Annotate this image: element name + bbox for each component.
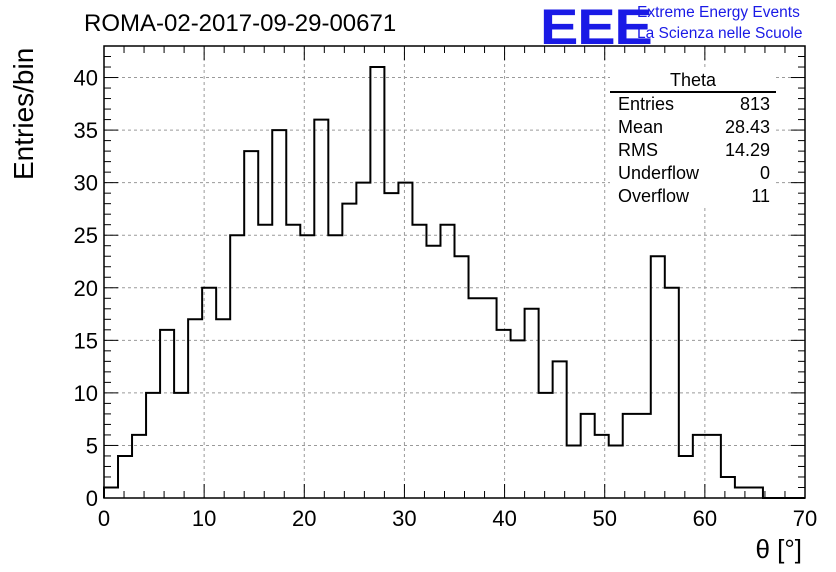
histogram-bin bbox=[230, 235, 244, 498]
stats-label: Mean bbox=[618, 117, 664, 137]
eee-logo: EEE bbox=[540, 0, 653, 55]
x-tick-label: 40 bbox=[492, 506, 516, 531]
x-tick-label: 70 bbox=[793, 506, 817, 531]
stats-label: Underflow bbox=[618, 163, 700, 183]
histogram-bin bbox=[244, 151, 258, 498]
stats-value: 14.29 bbox=[724, 140, 770, 160]
histogram-bin bbox=[721, 477, 735, 498]
histogram-bin bbox=[132, 435, 146, 498]
histogram-bin bbox=[581, 414, 595, 498]
histogram-bin bbox=[286, 225, 300, 498]
stats-value: 0 bbox=[759, 163, 770, 183]
histogram-bin bbox=[455, 256, 469, 498]
histogram-bin bbox=[637, 414, 651, 498]
histogram-bin bbox=[272, 130, 286, 498]
x-tick-label: 50 bbox=[592, 506, 616, 531]
stats-row-entries: Entries 813 bbox=[610, 93, 776, 116]
stats-title: Theta bbox=[610, 70, 776, 93]
histogram-bin bbox=[328, 235, 342, 498]
y-tick-label: 5 bbox=[86, 433, 98, 458]
histogram-outline bbox=[103, 66, 805, 499]
histogram-bin bbox=[300, 235, 314, 498]
histogram-bin bbox=[539, 393, 553, 498]
histogram-bin bbox=[511, 340, 525, 498]
y-axis-label: Entries/bin bbox=[8, 47, 39, 180]
histogram-bin bbox=[665, 288, 679, 498]
x-tick-label: 20 bbox=[292, 506, 316, 531]
stats-row-underflow: Underflow 0 bbox=[610, 162, 776, 185]
y-tick-label: 10 bbox=[74, 381, 98, 406]
histogram-bin bbox=[609, 445, 623, 498]
histogram-bin bbox=[160, 330, 174, 498]
x-tick-label: 10 bbox=[192, 506, 216, 531]
histogram-bin bbox=[735, 487, 749, 498]
histogram-bin bbox=[104, 487, 118, 498]
plot-frame bbox=[103, 45, 806, 499]
histogram-bin bbox=[384, 193, 398, 498]
stats-value: 28.43 bbox=[724, 117, 770, 137]
stats-label: Overflow bbox=[618, 186, 690, 206]
logo-line-2: La Scienza nelle Scuole bbox=[637, 25, 803, 42]
histogram-bin bbox=[595, 435, 609, 498]
histogram-bin bbox=[174, 393, 188, 498]
histogram-bin bbox=[202, 288, 216, 498]
histogram-bin bbox=[679, 456, 693, 498]
histogram-bin bbox=[188, 319, 202, 498]
stats-label: RMS bbox=[618, 140, 658, 160]
histogram-bin bbox=[440, 225, 454, 498]
histogram-bin bbox=[469, 298, 483, 498]
y-tick-label: 25 bbox=[74, 223, 98, 248]
histogram-bin bbox=[356, 183, 370, 498]
histogram-bin bbox=[651, 256, 665, 498]
histogram-bin bbox=[118, 456, 132, 498]
stats-value: 813 bbox=[739, 94, 770, 114]
histogram-bin bbox=[707, 435, 721, 498]
x-tick-label: 30 bbox=[392, 506, 416, 531]
stats-label: Entries bbox=[618, 94, 675, 114]
histogram-bin bbox=[146, 393, 160, 498]
histogram-bin bbox=[553, 361, 567, 498]
histogram-bin bbox=[342, 204, 356, 498]
y-tick-label: 15 bbox=[74, 328, 98, 353]
stats-row-overflow: Overflow 11 bbox=[610, 185, 776, 208]
y-tick-label: 30 bbox=[74, 171, 98, 196]
y-tick-label: 40 bbox=[74, 66, 98, 91]
chart-title: ROMA-02-2017-09-29-00671 bbox=[84, 10, 397, 37]
stats-row-mean: Mean 28.43 bbox=[610, 116, 776, 139]
stats-box: Theta Entries 813 Mean 28.43 RMS 14.29 U… bbox=[610, 70, 776, 208]
histogram-bin bbox=[497, 330, 511, 498]
histogram-bin bbox=[749, 487, 763, 498]
histogram-bin bbox=[370, 67, 384, 498]
stats-row-rms: RMS 14.29 bbox=[610, 139, 776, 162]
y-tick-label: 0 bbox=[86, 486, 98, 511]
y-tick-label: 35 bbox=[74, 118, 98, 143]
histogram-bin bbox=[412, 225, 426, 498]
histogram-bin bbox=[426, 246, 440, 498]
histogram-bin bbox=[216, 319, 230, 498]
histogram-bin bbox=[525, 309, 539, 498]
histogram-bin bbox=[567, 445, 581, 498]
histogram-bin bbox=[314, 120, 328, 498]
histogram-bin bbox=[693, 435, 707, 498]
x-axis-label: θ [°] bbox=[755, 534, 802, 564]
histogram-bin bbox=[398, 183, 412, 498]
histogram-bin bbox=[258, 225, 272, 498]
histogram-bin bbox=[483, 298, 497, 498]
logo-line-1: Extreme Energy Events bbox=[637, 4, 800, 21]
x-tick-label: 0 bbox=[98, 506, 110, 531]
histogram-bin bbox=[623, 414, 637, 498]
x-tick-label: 60 bbox=[693, 506, 717, 531]
stats-value: 11 bbox=[751, 186, 770, 206]
y-tick-label: 20 bbox=[74, 276, 98, 301]
